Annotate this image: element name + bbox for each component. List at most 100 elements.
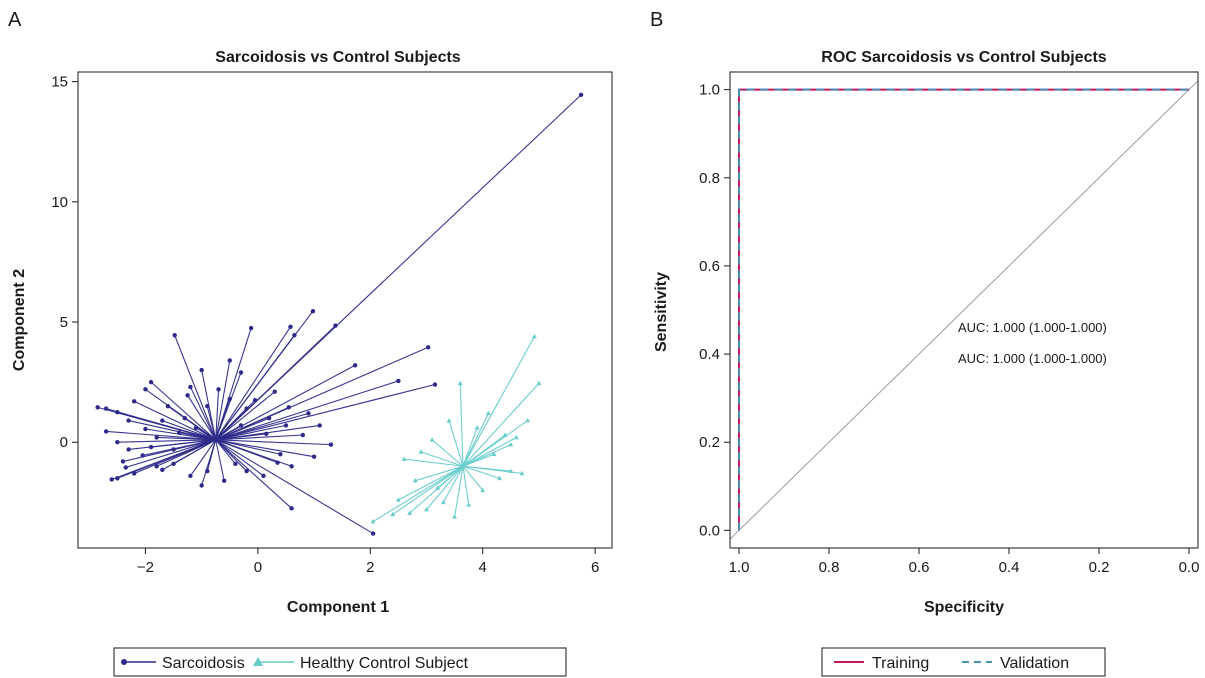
spoke-line <box>403 458 464 467</box>
chart-a-xtick-label: 6 <box>591 559 599 576</box>
data-point <box>132 399 137 404</box>
data-point <box>311 454 317 459</box>
spoke-line <box>206 439 217 472</box>
data-point <box>352 363 358 368</box>
data-point <box>143 387 148 392</box>
spoke-line <box>420 451 464 467</box>
spoke-line <box>215 439 225 481</box>
data-point <box>120 459 126 464</box>
spoke-line <box>462 420 529 467</box>
chart-b-ytick-label: 0.0 <box>699 522 720 539</box>
data-point <box>261 473 266 479</box>
data-point <box>491 451 497 457</box>
auc-validation: AUC: 1.000 (1.000-1.000) <box>958 351 1107 366</box>
data-point <box>126 447 131 452</box>
data-point <box>126 418 131 423</box>
chart-a-xtick-label: 0 <box>254 559 262 576</box>
panel-label-a: A <box>8 9 22 31</box>
spoke-line <box>215 439 236 465</box>
data-point <box>148 444 154 450</box>
data-point <box>401 456 407 461</box>
spoke-line <box>462 427 478 467</box>
chart-b-xtick-label: 0.4 <box>999 559 1020 576</box>
data-point <box>221 478 227 483</box>
data-point <box>396 497 401 502</box>
data-point <box>418 449 424 454</box>
data-point <box>171 447 176 452</box>
data-point <box>123 465 128 470</box>
spoke-line <box>174 335 217 441</box>
spoke-line <box>454 466 464 517</box>
data-point <box>432 382 438 387</box>
data-point <box>480 487 486 493</box>
spoke-line <box>448 420 464 467</box>
spoke-line <box>162 439 216 471</box>
spoke-line <box>215 439 278 464</box>
spoke-line <box>215 383 436 441</box>
auc-training: AUC: 1.000 (1.000-1.000) <box>958 320 1107 335</box>
data-point <box>115 476 120 481</box>
spoke-line <box>215 389 220 440</box>
spoke-line <box>215 391 276 441</box>
spoke-line <box>462 413 489 467</box>
chart-b-xtick-label: 1.0 <box>729 559 750 576</box>
spoke-line <box>150 381 217 441</box>
data-point <box>188 384 193 390</box>
data-point <box>154 435 159 440</box>
series-sarcoidosis <box>95 92 584 536</box>
chart-b-ytick-label: 0.4 <box>699 346 720 363</box>
chart-b-xtick-label: 0.6 <box>909 559 930 576</box>
spoke-line <box>215 406 290 441</box>
data-point <box>497 475 502 481</box>
data-point <box>176 430 182 435</box>
data-point <box>160 418 165 423</box>
chart-b-xtick-label: 0.8 <box>819 559 840 576</box>
spoke-line <box>426 465 464 510</box>
spoke-line <box>459 383 464 467</box>
spoke-line <box>145 388 217 441</box>
data-point <box>165 403 171 409</box>
data-point <box>244 468 249 474</box>
data-point <box>289 464 294 469</box>
data-point <box>440 499 446 505</box>
data-point <box>502 432 508 437</box>
data-point <box>205 403 210 409</box>
spoke-line <box>462 444 512 467</box>
spoke-line <box>162 420 216 441</box>
spoke-line <box>106 430 216 441</box>
chart-a-ytick-label: 0 <box>60 434 68 451</box>
data-point <box>238 423 244 428</box>
spoke-line <box>215 325 336 441</box>
spoke-line <box>431 439 464 467</box>
data-point <box>525 417 531 423</box>
data-point <box>328 442 334 447</box>
data-point <box>227 358 232 363</box>
chart-b-xtick-label: 0.2 <box>1089 559 1110 576</box>
data-point <box>286 405 291 410</box>
spoke-line <box>392 465 464 515</box>
spoke-line <box>133 400 216 441</box>
data-point <box>370 518 376 524</box>
data-point <box>252 397 258 403</box>
spoke-line <box>215 326 291 441</box>
chart-b-title: ROC Sarcoidosis vs Control Subjects <box>821 49 1107 66</box>
data-point <box>233 461 238 467</box>
spoke-line <box>215 439 292 509</box>
spoke-line <box>179 432 216 441</box>
data-point <box>238 370 244 375</box>
data-point <box>199 483 204 488</box>
data-point <box>435 485 441 490</box>
data-point <box>193 425 199 430</box>
spoke-line <box>415 465 464 482</box>
data-point <box>429 437 435 442</box>
chart-b-frame <box>729 71 1199 549</box>
spoke-line <box>215 380 399 441</box>
data-point <box>199 367 204 373</box>
data-point <box>143 426 148 432</box>
chart-a-xlabel: Component 1 <box>287 599 389 616</box>
data-point <box>300 432 306 438</box>
data-point <box>275 460 280 465</box>
data-point <box>292 333 297 338</box>
spoke-line <box>215 439 281 455</box>
